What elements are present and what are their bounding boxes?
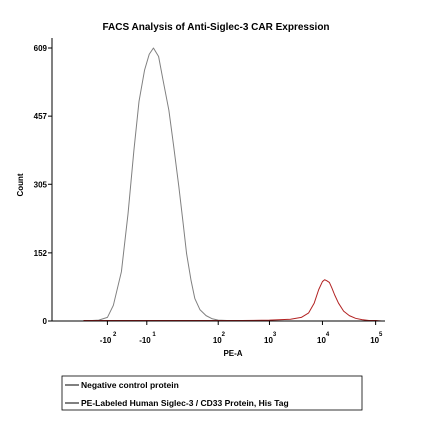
y-tick-label: 457 [34,112,48,121]
series-line-negative-control [83,47,239,322]
legend-label-siglec3-protein: PE-Labeled Human Siglec-3 / CD33 Protein… [81,398,289,408]
x-tick-label-exp: 2 [222,332,226,338]
y-tick-label: 152 [34,249,48,258]
y-tick-label: 0 [43,317,48,326]
series-layer [83,47,382,322]
x-tick-label-base: -10 [139,336,151,345]
y-tick-label: 609 [34,44,48,53]
x-tick-label-base: 10 [317,336,326,345]
x-tick-label-exp: 4 [326,332,330,338]
x-tick-label-exp: 3 [273,332,277,338]
x-tick-label-base: -10 [100,336,112,345]
chart-title: FACS Analysis of Anti-Siglec-3 CAR Expre… [102,22,329,33]
series-line-siglec3-protein [83,279,382,322]
x-tick-label-base: 10 [213,336,222,345]
y-axis-ticks: 0 152 305 457 609 [34,44,52,326]
x-tick-label-base: 10 [264,336,273,345]
y-axis-label: Count [16,173,25,196]
legend: Negative control protein PE-Labeled Huma… [61,375,363,411]
legend-label-negative-control: Negative control protein [81,380,179,390]
x-tick-label-base: 10 [370,336,379,345]
x-axis-label: PE-A [223,349,242,358]
x-tick-label-exp: 1 [152,332,156,338]
x-tick-label-exp: 5 [379,332,383,338]
y-tick-label: 305 [34,180,48,189]
x-tick-label-exp: 2 [113,332,117,338]
legend-box [61,375,363,411]
